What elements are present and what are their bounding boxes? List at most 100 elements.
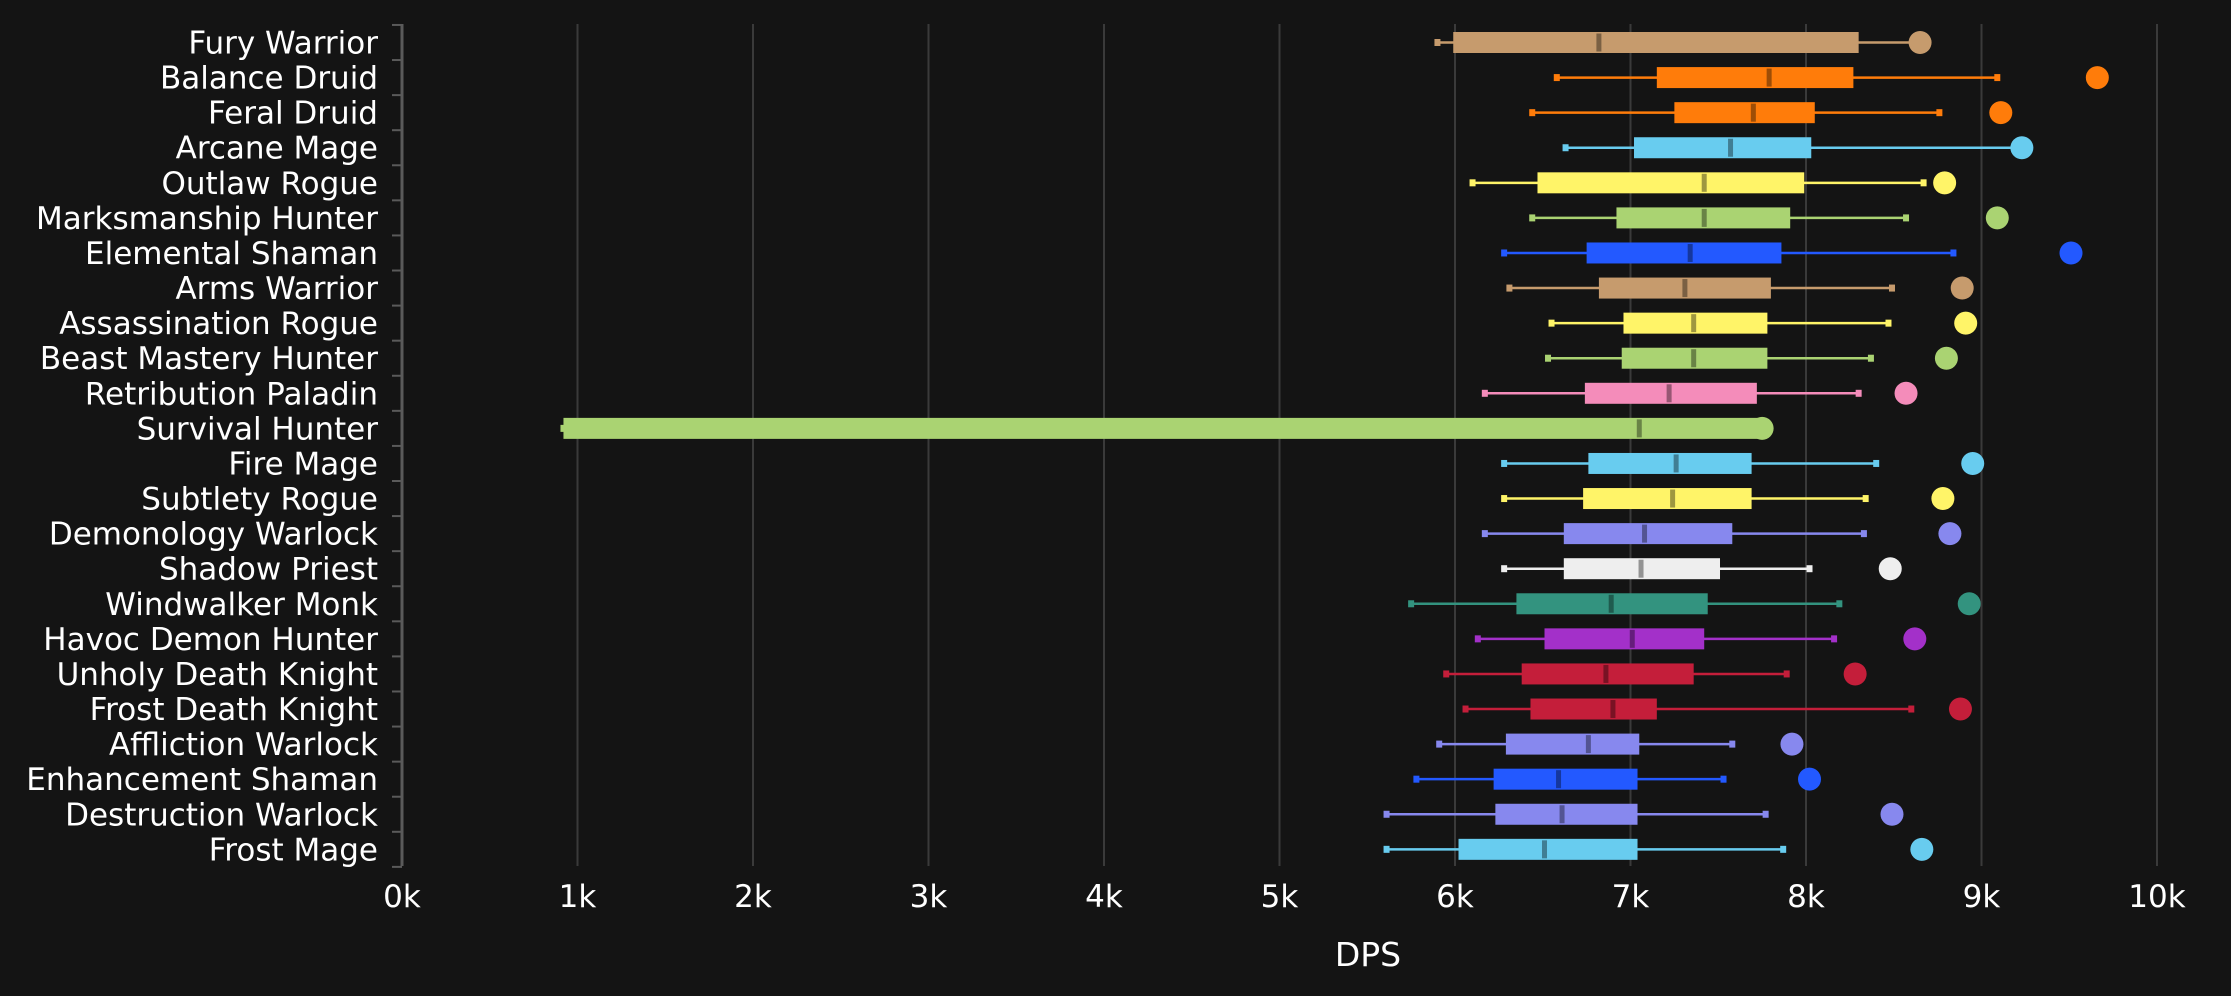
whisker-max-cap <box>1873 459 1880 467</box>
whisker-max-cap <box>1920 179 1927 187</box>
whisker-min-cap <box>1501 249 1508 257</box>
spec-label: Retribution Paladin <box>85 376 378 412</box>
max-marker <box>1954 311 1978 335</box>
whisker-min-cap <box>1436 740 1443 748</box>
iqr-box <box>1598 277 1771 299</box>
max-marker <box>1961 451 1985 475</box>
spec-label: Outlaw Rogue <box>161 166 378 202</box>
spec-label: Windwalker Monk <box>105 587 378 623</box>
spec-label: Demonology Warlock <box>49 517 378 553</box>
spec-label: Frost Death Knight <box>90 692 378 728</box>
max-marker <box>1931 487 1955 511</box>
whisker-max-cap <box>1994 74 2001 82</box>
boxplot-row <box>1548 311 1978 335</box>
whisker-max-cap <box>1836 600 1843 608</box>
boxplot-row <box>1413 767 1822 791</box>
whisker-min-cap <box>1383 845 1390 853</box>
iqr-box <box>1530 698 1657 720</box>
max-marker <box>1948 697 1972 721</box>
x-tick-label: 1k <box>559 879 597 915</box>
iqr-box <box>1623 312 1768 334</box>
whisker-min-cap <box>1501 565 1508 573</box>
whisker-min-cap <box>1529 109 1536 117</box>
x-tick-label: 5k <box>1261 879 1299 915</box>
iqr-box <box>1656 67 1854 89</box>
max-marker <box>1957 592 1981 616</box>
whisker-max-cap <box>1806 565 1813 573</box>
median-mark <box>1642 524 1648 543</box>
median-mark <box>1682 279 1688 298</box>
iqr-box <box>1563 523 1733 545</box>
spec-label: Assassination Rogue <box>59 306 378 342</box>
iqr-box <box>1634 137 1812 159</box>
spec-label: Shadow Priest <box>159 552 378 588</box>
boxplot-row <box>1462 697 1972 721</box>
whisker-max-cap <box>1867 354 1874 362</box>
whisker-max-cap <box>1762 810 1769 818</box>
spec-label: Enhancement Shaman <box>26 762 378 798</box>
x-tick-label: 8k <box>1787 879 1825 915</box>
spec-label: Subtlety Rogue <box>141 482 378 518</box>
whisker-min-cap <box>1501 495 1508 503</box>
whisker-max-cap <box>1855 389 1862 397</box>
median-mark <box>1610 700 1616 719</box>
boxplot-row <box>1434 31 1932 54</box>
median-mark <box>1666 384 1672 403</box>
boxplot-row <box>1506 276 1974 300</box>
median-mark <box>1585 735 1591 754</box>
whisker-min-cap <box>1562 144 1569 152</box>
median-mark <box>1603 664 1609 683</box>
median-mark <box>1596 33 1602 52</box>
whisker-min-cap <box>1383 810 1390 818</box>
whisker-max-cap <box>1936 109 1943 117</box>
iqr-box <box>1584 382 1757 404</box>
iqr-box <box>1495 803 1638 825</box>
boxplot-row <box>1501 557 1902 581</box>
median-mark <box>1701 173 1707 192</box>
x-tick-label: 4k <box>1085 879 1123 915</box>
iqr-box <box>563 417 1763 439</box>
max-marker <box>1878 557 1902 581</box>
max-marker <box>1843 662 1867 686</box>
spec-label: Havoc Demon Hunter <box>43 622 378 658</box>
median-mark <box>1728 138 1734 157</box>
whisker-max-cap <box>1860 530 1867 538</box>
whisker-max-cap <box>1783 670 1790 678</box>
whisker-max-cap <box>1950 249 1957 257</box>
boxplot-row <box>1529 101 2013 125</box>
spec-label: Arcane Mage <box>176 131 378 167</box>
whisker-min-cap <box>1408 600 1415 608</box>
whisker-max-cap <box>1885 319 1892 327</box>
max-marker <box>1934 346 1958 370</box>
whisker-min-cap <box>1462 705 1469 713</box>
boxplot-row <box>560 416 1774 440</box>
boxplot-row <box>1436 732 1804 756</box>
max-marker <box>1910 837 1934 861</box>
spec-label: Frost Mage <box>209 832 378 868</box>
whisker-max-cap <box>1903 214 1910 222</box>
whisker-min-cap <box>1434 39 1441 46</box>
boxplot-row <box>1501 487 1955 511</box>
x-tick-label: 10k <box>2128 879 2185 915</box>
boxplot-row <box>1562 136 2034 160</box>
boxplot-row <box>1545 346 1958 370</box>
spec-label: Fire Mage <box>228 446 378 482</box>
spec-label: Unholy Death Knight <box>57 657 378 693</box>
max-marker <box>1908 31 1932 54</box>
iqr-box <box>1505 733 1640 755</box>
median-mark <box>1750 103 1756 122</box>
whisker-min-cap <box>1553 74 1560 82</box>
x-tick-label: 0k <box>383 879 421 915</box>
spec-label: Affliction Warlock <box>109 727 378 763</box>
iqr-box <box>1493 768 1638 790</box>
x-tick-label: 2k <box>734 879 772 915</box>
spec-label: Survival Hunter <box>137 411 379 447</box>
median-mark <box>1673 454 1679 473</box>
iqr-box <box>1621 347 1768 369</box>
boxplot-row <box>1481 522 1962 546</box>
max-marker <box>2059 241 2083 265</box>
boxplot-row <box>1443 662 1867 686</box>
iqr-box <box>1586 242 1782 264</box>
iqr-box <box>1563 558 1721 580</box>
marks-layer <box>560 31 2109 861</box>
